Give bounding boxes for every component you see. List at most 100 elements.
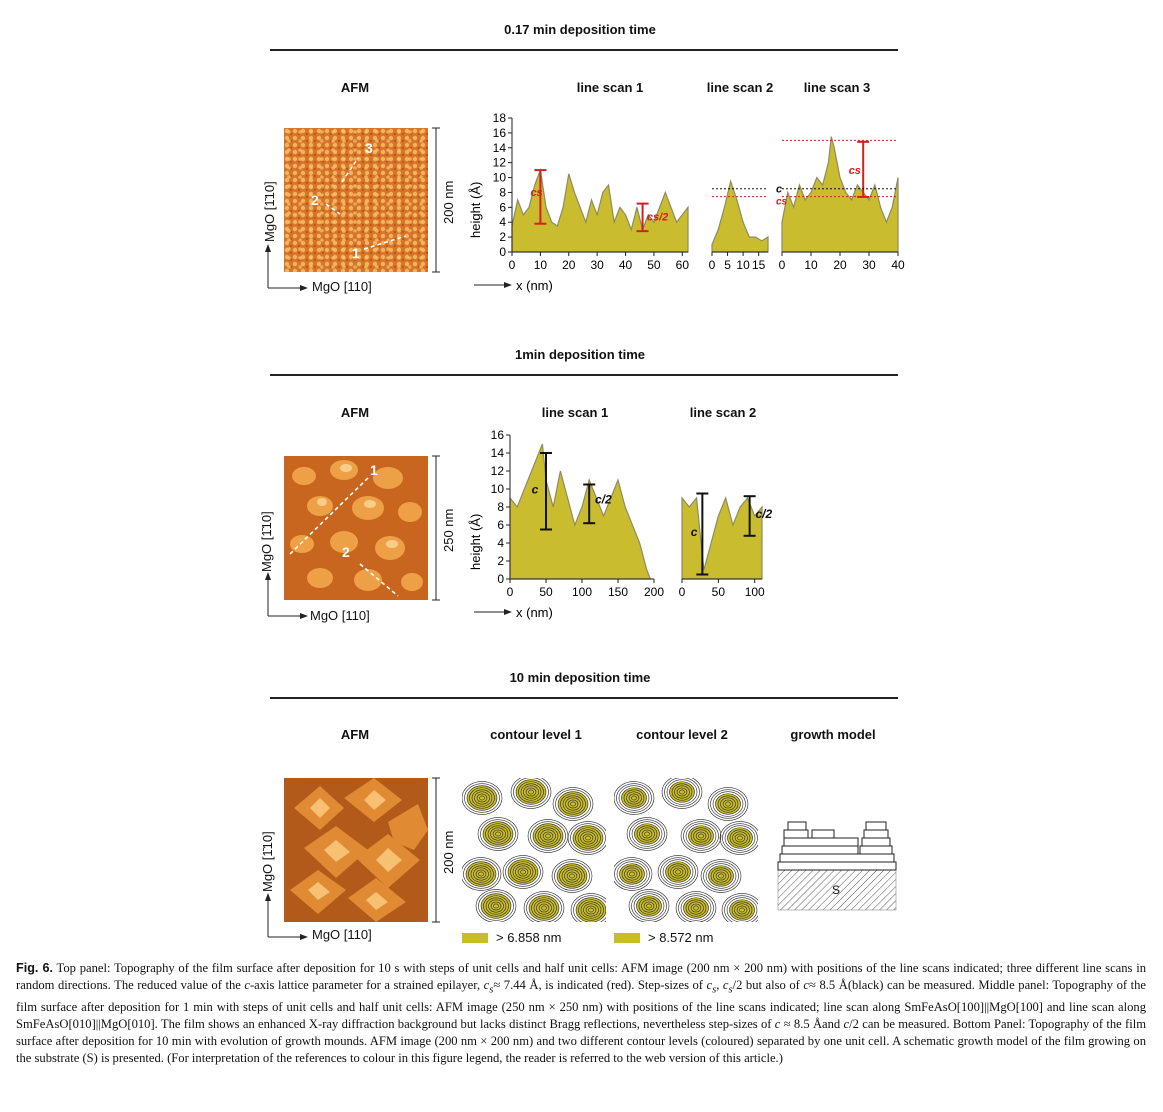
contour-line bbox=[585, 835, 591, 841]
divider-bottom bbox=[270, 697, 898, 699]
x-tick-label: 0 bbox=[507, 585, 514, 599]
x-tick-label: 20 bbox=[833, 258, 847, 272]
contour-line bbox=[629, 871, 635, 877]
contour-line bbox=[722, 823, 758, 853]
afm-image-middle-svg bbox=[284, 456, 428, 600]
axis-x-label-top: MgO [110] bbox=[312, 279, 372, 294]
cs-label-3: cs bbox=[849, 165, 861, 177]
series-area bbox=[509, 443, 652, 580]
y-tick-label: 8 bbox=[499, 185, 506, 199]
afm-heading-bottom: AFM bbox=[340, 727, 370, 742]
contour-line bbox=[588, 907, 594, 913]
contour-line bbox=[545, 833, 551, 839]
y-axis-title-top: height (Å) bbox=[468, 182, 483, 238]
contour-line bbox=[675, 869, 681, 875]
x-tick-label: 30 bbox=[590, 258, 604, 272]
contour-line bbox=[513, 777, 549, 807]
y-tick-label: 0 bbox=[499, 245, 506, 259]
axis-y-label-middle: MgO [1̄10] bbox=[259, 511, 274, 572]
growth-model-diagram: S bbox=[777, 821, 897, 911]
x-tick-label: 0 bbox=[679, 585, 686, 599]
x-tick-label: 60 bbox=[676, 258, 690, 272]
contour-line bbox=[552, 787, 594, 821]
legend-swatch-1 bbox=[462, 932, 488, 943]
scale-bar-middle bbox=[432, 455, 440, 601]
contour-line bbox=[644, 831, 650, 837]
contour-line bbox=[657, 855, 699, 889]
contour-line bbox=[569, 873, 575, 879]
afm-heading-top: AFM bbox=[340, 80, 370, 95]
afm-image-bottom-svg bbox=[284, 778, 428, 922]
y-tick-label: 10 bbox=[493, 171, 507, 185]
chart-middle: 0 50 100 150 200 0 2 4 6 8 10 12 14 16 0 50 100 c c/2 c c/2 h… bbox=[468, 428, 772, 620]
figure-caption: Fig. 6. Top panel: Topography of the fil… bbox=[16, 961, 1147, 1065]
contour-line bbox=[478, 871, 484, 877]
substrate-label: S bbox=[832, 883, 840, 897]
contour-line bbox=[724, 825, 756, 851]
x-tick-label: 10 bbox=[736, 258, 750, 272]
afm-marker-mid-1: 1 bbox=[370, 462, 378, 478]
contour-line bbox=[680, 895, 712, 921]
contour-line bbox=[493, 903, 499, 909]
x-axis-title-top: x (nm) bbox=[516, 278, 553, 293]
legend-label-2: > 8.572 nm bbox=[648, 930, 714, 945]
contour-map-1 bbox=[460, 775, 612, 927]
contour-legend-1: > 6.858 nm bbox=[462, 930, 561, 945]
c-ref-label: c bbox=[776, 184, 782, 196]
y-tick-label: 2 bbox=[497, 554, 504, 568]
x-tick-label: 40 bbox=[619, 258, 633, 272]
afm-heading-middle: AFM bbox=[340, 405, 370, 420]
x-tick-label: 10 bbox=[534, 258, 548, 272]
contour-line bbox=[718, 873, 724, 879]
contour-line bbox=[703, 861, 739, 891]
y-tick-label: 4 bbox=[497, 536, 504, 550]
panel-title-bottom: 10 min deposition time bbox=[509, 670, 651, 685]
scale-label-bottom: 200 nm bbox=[441, 830, 456, 874]
divider-top bbox=[270, 49, 898, 51]
contour-line bbox=[555, 789, 591, 819]
axis-y-label-bottom: MgO [1̄10] bbox=[260, 831, 275, 892]
contour-line bbox=[551, 859, 593, 893]
contour-line bbox=[570, 823, 606, 853]
growth-model-heading: growth model bbox=[790, 727, 876, 742]
cs-label-1: cs bbox=[530, 187, 542, 199]
x-tick-label: 100 bbox=[572, 585, 592, 599]
contour-line bbox=[631, 821, 663, 847]
contour-line bbox=[520, 869, 526, 875]
y-tick-label: 18 bbox=[493, 111, 507, 125]
y-tick-label: 6 bbox=[499, 200, 506, 214]
contour-line bbox=[737, 835, 743, 841]
x-tick-label: 150 bbox=[608, 585, 628, 599]
y-tick-label: 2 bbox=[499, 230, 506, 244]
contour-line bbox=[707, 787, 749, 821]
legend-label-1: > 6.858 nm bbox=[496, 930, 562, 945]
contour-line bbox=[705, 863, 737, 889]
contour-map-2 bbox=[611, 775, 763, 927]
x-arrow-head-middle bbox=[504, 609, 512, 615]
x-tick-label: 30 bbox=[862, 258, 876, 272]
contour-line bbox=[477, 817, 519, 851]
afm-marker-2: 2 bbox=[311, 192, 319, 208]
y-tick-label: 6 bbox=[497, 518, 504, 532]
x-tick-label: 100 bbox=[745, 585, 765, 599]
contour-line bbox=[664, 777, 700, 807]
contour-line bbox=[680, 819, 722, 853]
contour-line bbox=[618, 785, 650, 811]
y-tick-label: 12 bbox=[493, 156, 507, 170]
contour-line bbox=[613, 781, 655, 815]
contour-line bbox=[530, 821, 566, 851]
contour-line bbox=[616, 861, 648, 887]
y-tick-label: 14 bbox=[491, 446, 505, 460]
contour-line bbox=[631, 891, 667, 921]
contour-line bbox=[710, 789, 746, 819]
contour-line bbox=[685, 823, 717, 849]
y-tick-label: 4 bbox=[499, 215, 506, 229]
contour-line bbox=[739, 907, 745, 913]
afm-image-top-svg bbox=[284, 128, 428, 272]
scan-heading-top-2: line scan 2 bbox=[706, 80, 774, 95]
y-axis-title-middle: height (Å) bbox=[468, 514, 483, 570]
scale-bar-top bbox=[432, 127, 440, 273]
axis-arrows-middle bbox=[265, 572, 308, 619]
contour-line bbox=[616, 783, 652, 813]
